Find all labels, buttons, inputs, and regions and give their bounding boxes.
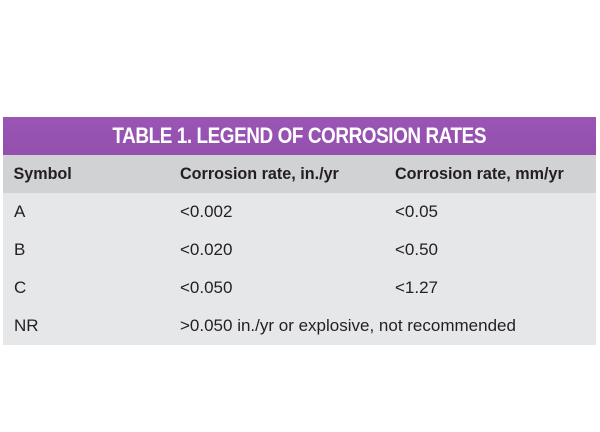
corrosion-rates-table: TABLE 1. LEGEND OF CORROSION RATES Symbo… xyxy=(3,117,596,345)
cell-rate-in-yr: <0.020 xyxy=(180,240,233,259)
table-row: B <0.020 <0.50 xyxy=(3,231,596,269)
table-row: C <0.050 <1.27 xyxy=(3,269,596,307)
cell-symbol: A xyxy=(14,202,26,221)
header-symbol: Symbol xyxy=(13,164,72,183)
cell-rate-mm-yr: <1.27 xyxy=(395,278,439,297)
cell-rate-mm-yr: <0.05 xyxy=(395,202,439,221)
cell-rate-mm-yr: <0.50 xyxy=(395,240,439,259)
cell-rate-in-yr: <0.002 xyxy=(180,202,233,221)
header-rate-mm-yr: Corrosion rate, mm/yr xyxy=(395,164,564,183)
cell-symbol: B xyxy=(14,240,26,259)
cell-symbol: NR xyxy=(14,316,39,335)
cell-nr-description: >0.050 in./yr or explosive, not recommen… xyxy=(180,316,516,335)
cell-symbol: C xyxy=(14,278,27,297)
table-title-bar: TABLE 1. LEGEND OF CORROSION RATES xyxy=(3,117,596,155)
table-title: TABLE 1. LEGEND OF CORROSION RATES xyxy=(112,123,487,148)
header-rate-in-yr: Corrosion rate, in./yr xyxy=(180,164,339,183)
table-row: A <0.002 <0.05 xyxy=(3,193,596,231)
table-header-row: Symbol Corrosion rate, in./yr Corrosion … xyxy=(3,155,596,193)
table-row-nr: NR >0.050 in./yr or explosive, not recom… xyxy=(3,307,596,345)
cell-rate-in-yr: <0.050 xyxy=(180,278,233,297)
